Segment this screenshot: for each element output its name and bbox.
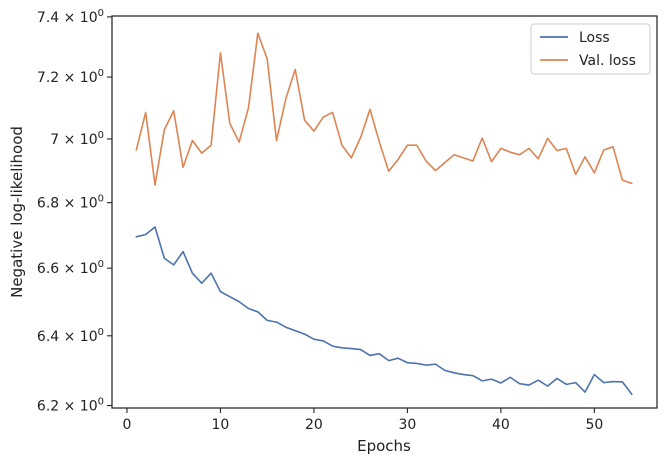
x-axis-label: Epochs — [357, 437, 411, 455]
legend-label-loss: Loss — [579, 30, 610, 46]
x-tick-label: 10 — [212, 417, 230, 433]
y-tick-label: 6.8 × 100 — [37, 194, 104, 212]
y-tick-label: 6.2 × 100 — [37, 397, 104, 415]
x-tick-label: 50 — [585, 417, 603, 433]
x-tick-label: 40 — [492, 417, 510, 433]
x-tick-label: 0 — [122, 417, 131, 433]
legend-label-val-loss: Val. loss — [579, 53, 636, 69]
y-tick-label: 7 × 100 — [50, 130, 104, 148]
y-tick-label: 6.4 × 100 — [37, 327, 104, 345]
x-tick-label: 30 — [398, 417, 416, 433]
series-line-loss — [135, 226, 633, 396]
y-axis: 6.2 × 100 6.4 × 100 6.6 × 100 6.8 × 100 7 × … — [37, 8, 112, 415]
y-tick-label: 7.2 × 100 — [37, 68, 104, 86]
x-axis: 0 10 20 30 40 50 — [122, 408, 603, 433]
series-layer — [135, 32, 633, 396]
y-tick-label: 6.6 × 100 — [37, 259, 104, 277]
plot-area — [111, 15, 658, 409]
y-axis-label: Negative log-likelihood — [8, 126, 26, 298]
x-tick-label: 20 — [305, 417, 323, 433]
legend: Loss Val. loss — [530, 23, 651, 75]
y-tick-label: 7.4 × 100 — [37, 8, 104, 26]
plot-frame — [111, 15, 658, 409]
series-line-val-loss — [135, 32, 633, 186]
